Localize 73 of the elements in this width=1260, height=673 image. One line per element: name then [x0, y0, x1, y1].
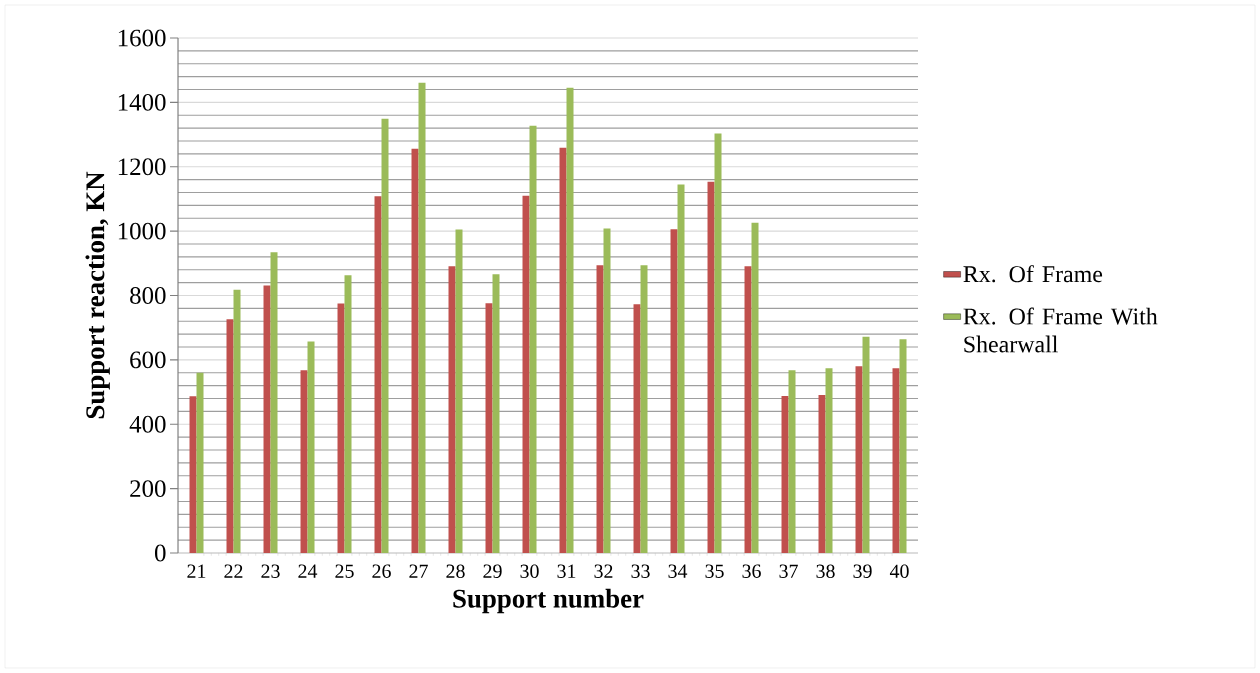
bar — [381, 118, 389, 553]
x-tick-label: 36 — [742, 564, 761, 578]
bar — [307, 341, 315, 553]
bar — [633, 304, 641, 553]
bar — [744, 266, 752, 553]
bar — [862, 336, 870, 553]
x-tick-label: 25 — [335, 564, 354, 578]
bar — [300, 370, 308, 553]
x-tick-label: 34 — [668, 564, 688, 578]
x-tick-label: 29 — [483, 564, 502, 578]
bar — [492, 274, 500, 553]
x-tick-label: 24 — [298, 564, 318, 578]
bar — [270, 252, 278, 553]
bar — [818, 394, 826, 553]
x-tick-label: 35 — [705, 564, 724, 578]
bar — [707, 181, 715, 553]
x-tick-label: 33 — [631, 564, 650, 578]
y-tick-label: 1200 — [118, 158, 166, 176]
bar — [566, 87, 574, 553]
legend-label: Rx. Of Frame — [963, 265, 1103, 283]
legend-label: Rx. Of Frame With Shearwall — [963, 307, 1158, 353]
bar — [411, 148, 419, 553]
bar — [670, 229, 678, 553]
y-tick-label: 400 — [129, 415, 166, 433]
x-tick-label: 21 — [187, 564, 206, 578]
bar — [374, 196, 382, 553]
x-tick-label: 31 — [557, 564, 576, 578]
bar — [825, 368, 833, 553]
bar — [196, 372, 204, 553]
bar — [603, 228, 611, 553]
x-tick-label: 30 — [520, 564, 539, 578]
bar — [233, 289, 241, 553]
bar — [899, 339, 907, 553]
bar — [855, 366, 863, 553]
x-tick-label: 32 — [594, 564, 613, 578]
bar — [344, 275, 352, 553]
bar — [522, 195, 530, 553]
bar — [892, 368, 900, 553]
y-tick-label: 1000 — [118, 222, 166, 240]
bar — [418, 82, 426, 553]
bar — [263, 285, 271, 553]
y-tick-label: 0 — [154, 544, 166, 562]
y-tick-label: 800 — [130, 287, 166, 304]
x-tick-label: 38 — [816, 564, 835, 578]
bar — [448, 266, 456, 553]
bar — [189, 396, 197, 553]
bar — [485, 303, 493, 553]
bar — [226, 319, 234, 553]
bar — [781, 395, 789, 553]
x-axis-title: Support number — [453, 588, 644, 614]
bar — [529, 125, 537, 553]
x-tick-label: 37 — [779, 564, 798, 578]
x-tick-label: 27 — [409, 564, 428, 578]
x-tick-label: 22 — [224, 564, 243, 578]
bar — [455, 229, 463, 553]
y-tick-label: 1600 — [118, 29, 166, 47]
bar — [788, 370, 796, 553]
bar — [751, 222, 759, 553]
x-tick-label: 23 — [261, 564, 280, 578]
y-tick-label: 600 — [130, 351, 166, 369]
x-tick-label: 39 — [853, 564, 872, 578]
x-tick-label: 28 — [446, 564, 465, 578]
x-tick-label: 26 — [372, 564, 391, 578]
y-tick-label: 1400 — [118, 93, 166, 111]
y-tick-label: 200 — [130, 480, 166, 498]
y-axis-title: Support reaction, KN — [85, 171, 110, 419]
bar — [337, 303, 345, 553]
bar — [640, 265, 648, 553]
x-tick-label: 40 — [889, 564, 909, 578]
bar — [596, 265, 604, 553]
bar — [559, 147, 567, 553]
bar — [677, 184, 685, 553]
bar — [714, 133, 722, 553]
